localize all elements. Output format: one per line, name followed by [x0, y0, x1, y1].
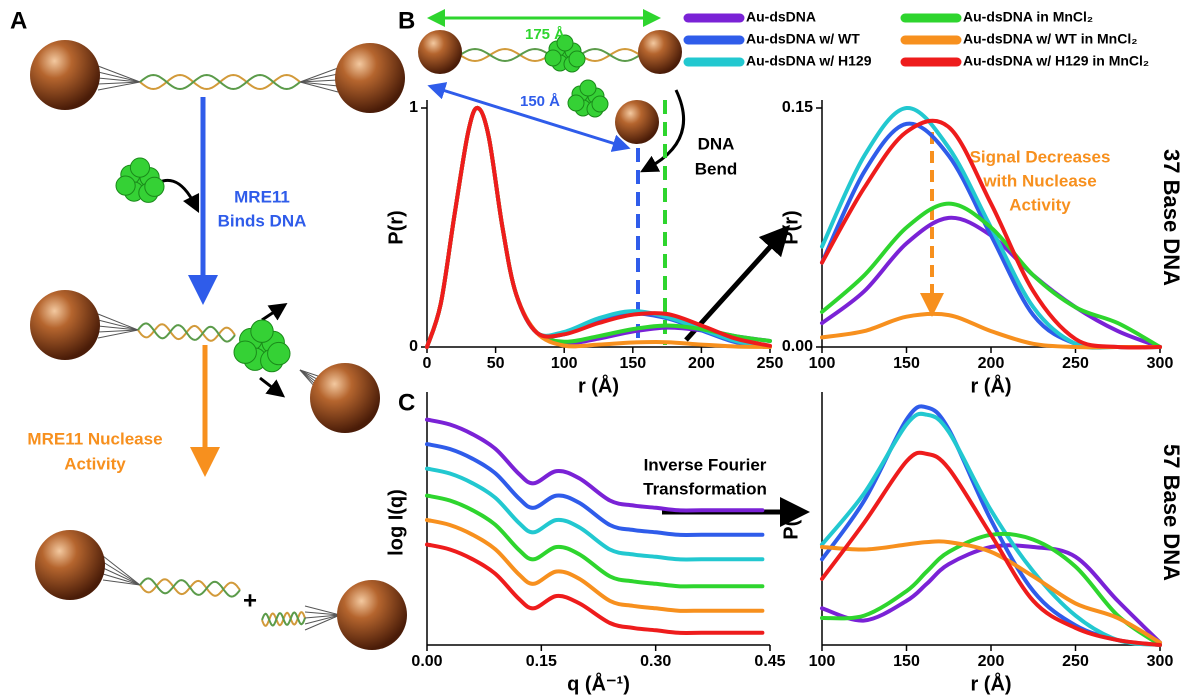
protein: [580, 80, 596, 96]
protein: [116, 176, 135, 195]
x-tick-label: 250: [1062, 355, 1089, 372]
annotation: Inverse Fourier: [644, 455, 767, 474]
protein: [251, 320, 273, 342]
y-axis-label: P(r): [385, 210, 407, 244]
x-tick-label: 250: [1062, 653, 1089, 670]
annotation: Bend: [695, 159, 738, 178]
x-axis-label: q (Å⁻¹): [567, 671, 630, 695]
x-tick-label: 0: [423, 355, 432, 372]
annotation: with Nuclease: [982, 171, 1096, 190]
legend-label: Au-dsDNA in MnCl₂: [963, 9, 1093, 25]
linker: [103, 574, 140, 585]
x-tick-label: 0.45: [754, 653, 785, 670]
annotation: Activity: [64, 454, 126, 473]
x-tick-label: 250: [757, 355, 784, 372]
y-axis-label: log I(q): [385, 489, 407, 556]
x-tick-label: 200: [978, 355, 1005, 372]
y-axis-label: P(r): [780, 210, 802, 244]
gold-nanoparticle: [30, 40, 100, 110]
x-tick-label: 150: [893, 355, 920, 372]
x-tick-label: 150: [619, 355, 646, 372]
series-line: [822, 545, 1160, 642]
x-axis-label: r (Å): [970, 373, 1011, 397]
x-tick-label: 200: [688, 355, 715, 372]
protein: [145, 177, 164, 196]
x-tick-label: 0.00: [411, 653, 442, 670]
annotation: Activity: [1009, 195, 1071, 214]
side-label: 37 Base DNA: [1159, 149, 1184, 286]
protein: [268, 342, 290, 364]
gold-nanoparticle: [335, 43, 405, 113]
panel-label: C: [398, 389, 415, 416]
gold-nanoparticle: [35, 530, 105, 600]
legend-label: Au-dsDNA w/ WT in MnCl₂: [963, 31, 1137, 47]
x-tick-label: 100: [551, 355, 578, 372]
annotation: Signal Decreases: [970, 147, 1111, 166]
y-tick-label: 1: [409, 99, 418, 116]
x-axis-label: r (Å): [578, 373, 619, 397]
gold-nanoparticle: [638, 30, 682, 74]
x-tick-label: 300: [1147, 653, 1174, 670]
x-axis-label: r (Å): [970, 671, 1011, 695]
annotation: 150 Å: [520, 93, 560, 110]
gold-nanoparticle: [337, 580, 407, 650]
annotation: Transformation: [643, 479, 767, 498]
y-tick-label: 0.00: [782, 338, 813, 355]
arrow: [262, 308, 280, 320]
protein: [569, 51, 585, 67]
legend-label: Au-dsDNA w/ WT: [746, 31, 860, 47]
protein: [545, 50, 561, 66]
figure: A B C MRE11 Binds DNA MRE11 Nuclease Act…: [0, 0, 1187, 698]
gold-nanoparticle: [30, 290, 100, 360]
annotation: Binds DNA: [218, 211, 307, 230]
x-tick-label: 300: [1147, 355, 1174, 372]
x-tick-label: 0.15: [526, 653, 557, 670]
x-tick-label: 200: [978, 653, 1005, 670]
panel-label: B: [398, 7, 415, 34]
gold-nanoparticle: [418, 30, 462, 74]
protein: [568, 95, 584, 111]
x-tick-label: 0.30: [640, 653, 671, 670]
legend-label: Au-dsDNA: [746, 9, 816, 25]
gold-nanoparticle: [615, 100, 659, 144]
protein: [130, 158, 149, 177]
protein: [234, 341, 256, 363]
gold-nanoparticle: [310, 363, 380, 433]
linker: [103, 562, 140, 585]
annotation: 175 Å: [525, 26, 565, 43]
x-tick-label: 150: [893, 653, 920, 670]
protein: [592, 96, 608, 112]
y-axis-label: P(r): [780, 505, 802, 539]
panel-label: A: [10, 7, 27, 34]
y-tick-label: 0: [409, 338, 418, 355]
x-tick-label: 100: [809, 355, 836, 372]
dna-strand: [140, 75, 300, 89]
annotation: DNA: [698, 134, 735, 153]
plus-sign: +: [243, 587, 257, 614]
legend-label: Au-dsDNA w/ H129: [746, 53, 872, 69]
x-tick-label: 100: [809, 653, 836, 670]
x-tick-label: 50: [487, 355, 505, 372]
legend-label: Au-dsDNA w/ H129 in MnCl₂: [963, 53, 1149, 69]
arrow: [260, 378, 278, 392]
annotation: MRE11 Nuclease: [27, 429, 162, 448]
y-tick-label: 0.15: [782, 99, 813, 116]
side-label: 57 Base DNA: [1159, 444, 1184, 581]
annotation: MRE11: [234, 187, 290, 206]
